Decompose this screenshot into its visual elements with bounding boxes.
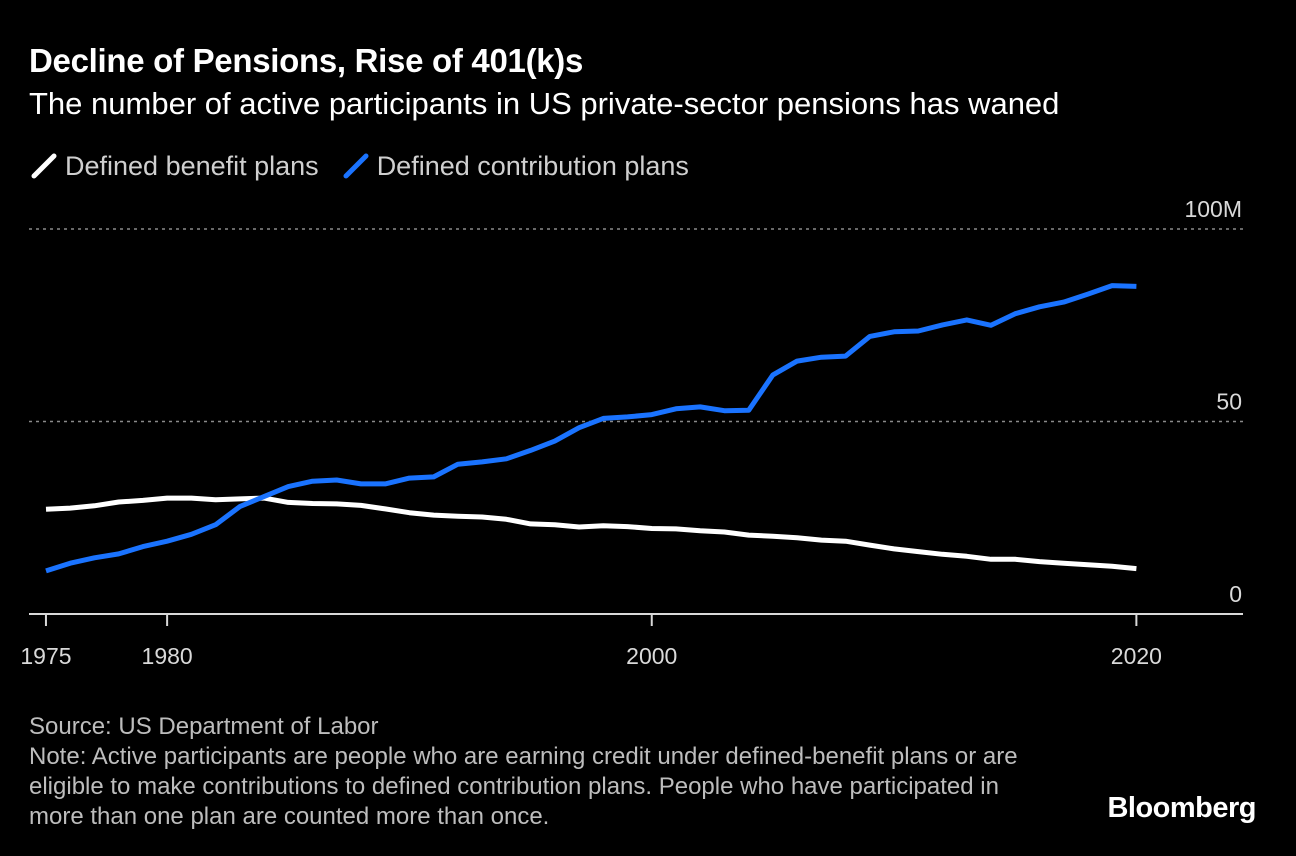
y-tick-label-50: 50 <box>1216 389 1242 415</box>
footer: Source: US Department of Labor Note: Act… <box>29 712 1049 832</box>
legend-swatch-defined-benefit <box>31 153 57 179</box>
y-tick-label-0: 0 <box>1229 581 1242 607</box>
legend-item-defined-benefit: Defined benefit plans <box>29 151 319 182</box>
y-tick-label-100: 100M <box>1184 196 1242 222</box>
legend-label-defined-contribution: Defined contribution plans <box>376 150 689 181</box>
series-line-defined-contribution <box>45 283 1137 574</box>
x-tick-label-2000: 2000 <box>626 643 677 669</box>
chart-subtitle: The number of active participants in US … <box>29 86 1060 121</box>
x-tick-label-1980: 1980 <box>142 643 193 669</box>
bloomberg-logo: Bloomberg <box>1107 792 1256 824</box>
legend-swatch-defined-contribution <box>343 153 369 179</box>
x-tick-label-1975: 1975 <box>20 643 71 669</box>
chart-title: Decline of Pensions, Rise of 401(k)s <box>29 42 584 79</box>
x-tick-label-2020: 2020 <box>1111 643 1162 669</box>
explanatory-note: Note: Active participants are people who… <box>29 743 1018 830</box>
legend-item-defined-contribution: Defined contribution plans <box>341 151 689 182</box>
series-line-defined-benefit <box>45 495 1137 572</box>
legend-label-defined-benefit: Defined benefit plans <box>65 150 319 181</box>
source-note: Source: US Department of Labor <box>29 713 379 740</box>
legend: Defined benefit plans Defined contributi… <box>29 148 711 184</box>
line-chart: 0 50 100M 1975 1980 2000 2020 <box>20 196 1243 669</box>
